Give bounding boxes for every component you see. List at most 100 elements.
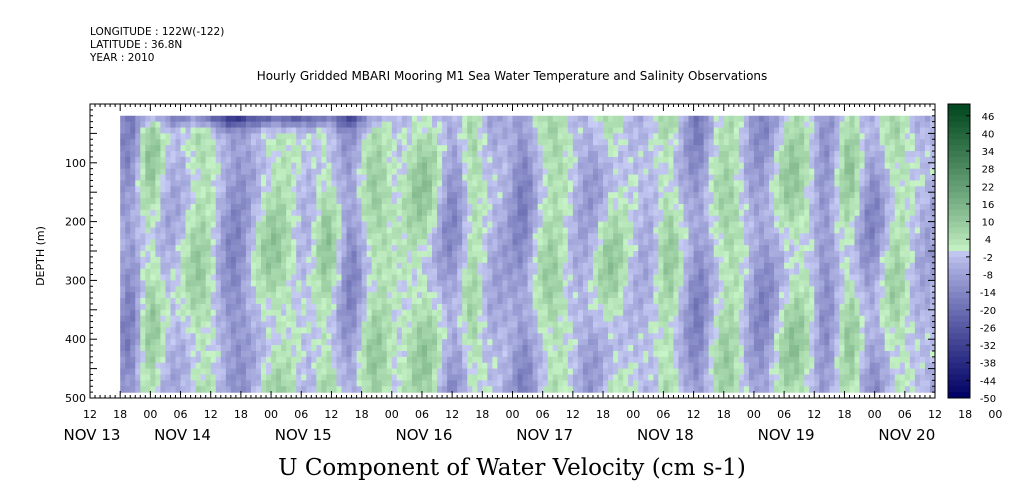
heatmap-cell: [160, 127, 167, 134]
heatmap-cell: [542, 309, 549, 317]
heatmap-cell: [598, 133, 604, 140]
heatmap-cell: [351, 292, 358, 299]
heatmap-cell: [326, 321, 333, 329]
heatmap-cell: [401, 180, 408, 187]
heatmap-cell: [648, 374, 654, 381]
heatmap-cell: [195, 256, 202, 264]
heatmap-cell: [517, 203, 524, 211]
heatmap-cell: [195, 251, 202, 258]
heatmap-cell: [175, 227, 182, 234]
heatmap-cell: [245, 174, 252, 182]
heatmap-cell: [557, 251, 564, 258]
heatmap-cell: [386, 356, 393, 364]
heatmap-cell: [562, 127, 569, 134]
heatmap-cell: [557, 162, 564, 170]
heatmap-cell: [215, 309, 222, 317]
heatmap-cell: [547, 203, 554, 211]
heatmap-cell: [482, 345, 488, 352]
heatmap-cell: [487, 168, 493, 176]
heatmap-cell: [220, 309, 227, 317]
heatmap-cell: [442, 321, 448, 329]
heatmap-cell: [291, 356, 297, 364]
heatmap-cell: [255, 262, 262, 270]
heatmap-cell: [598, 321, 604, 329]
heatmap-cell: [291, 368, 297, 376]
heatmap-cell: [547, 362, 554, 370]
heatmap-cell: [276, 162, 282, 170]
heatmap-cell: [316, 339, 322, 346]
heatmap-cell: [618, 292, 624, 299]
heatmap-cell: [180, 139, 187, 146]
heatmap-cell: [366, 239, 373, 246]
heatmap-cell: [215, 339, 222, 346]
heatmap-cell: [366, 298, 373, 305]
heatmap-cell: [557, 215, 564, 223]
heatmap-cell: [582, 145, 589, 152]
heatmap-cell: [165, 162, 172, 170]
heatmap-cell: [411, 321, 418, 329]
heatmap-cell: [557, 333, 564, 340]
heatmap-cell: [638, 386, 644, 393]
heatmap-cell: [572, 145, 579, 152]
heatmap-cell: [462, 362, 468, 370]
heatmap-cell: [542, 127, 549, 134]
heatmap-cell: [185, 151, 192, 158]
heatmap-cell: [230, 286, 237, 293]
heatmap-cell: [457, 321, 463, 329]
heatmap-cell: [512, 368, 519, 376]
heatmap-cell: [497, 215, 504, 223]
heatmap-cell: [487, 215, 493, 223]
heatmap-cell: [572, 233, 579, 240]
heatmap-cell: [582, 268, 589, 276]
heatmap-cell: [577, 350, 584, 358]
heatmap-cell: [497, 321, 504, 329]
heatmap-cell: [643, 174, 649, 182]
heatmap-cell: [628, 268, 634, 276]
heatmap-cell: [366, 174, 373, 182]
heatmap-cell: [150, 268, 156, 276]
heatmap-cell: [301, 274, 307, 281]
heatmap-cell: [336, 245, 343, 252]
heatmap-cell: [371, 180, 378, 187]
heatmap-cell: [336, 186, 343, 193]
heatmap-cell: [542, 292, 549, 299]
heatmap-cell: [386, 256, 393, 264]
heatmap-cell: [522, 215, 529, 223]
heatmap-cell: [557, 115, 564, 123]
heatmap-cell: [643, 315, 649, 323]
heatmap-cell: [542, 221, 549, 229]
heatmap-cell: [406, 350, 413, 358]
heatmap-cell: [160, 156, 167, 164]
heatmap-cell: [376, 203, 383, 211]
heatmap-cell: [230, 168, 237, 176]
heatmap-cell: [492, 251, 499, 258]
heatmap-cell: [366, 315, 373, 323]
heatmap-cell: [613, 227, 619, 234]
heatmap-cell: [341, 121, 348, 129]
heatmap-cell: [306, 245, 312, 252]
heatmap-cell: [492, 151, 499, 158]
heatmap-cell: [411, 362, 418, 370]
heatmap-cell: [608, 356, 614, 364]
heatmap-cell: [562, 356, 569, 364]
heatmap-cell: [628, 280, 634, 287]
heatmap-cell: [180, 239, 187, 246]
heatmap-cell: [442, 162, 448, 170]
heatmap-cell: [366, 345, 373, 352]
heatmap-cell: [261, 209, 267, 217]
heatmap-cell: [613, 350, 619, 358]
heatmap-cell: [492, 180, 499, 187]
heatmap-cell: [195, 233, 202, 240]
heatmap-cell: [160, 345, 167, 352]
heatmap-cell: [276, 268, 282, 276]
heatmap-cell: [366, 115, 373, 123]
heatmap-cell: [447, 168, 453, 176]
heatmap-cell: [411, 156, 418, 164]
heatmap-cell: [562, 286, 569, 293]
heatmap-cell: [547, 168, 554, 176]
heatmap-cell: [613, 362, 619, 370]
heatmap-cell: [502, 339, 509, 346]
heatmap-cell: [261, 315, 267, 323]
heatmap-cell: [271, 274, 277, 281]
heatmap-cell: [250, 327, 257, 334]
